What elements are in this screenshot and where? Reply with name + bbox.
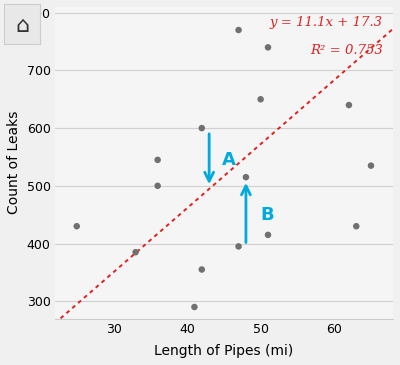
Text: R² = 0.753: R² = 0.753	[310, 44, 383, 57]
Point	[198, 125, 205, 131]
Point	[235, 27, 242, 33]
Point	[368, 163, 374, 169]
Point	[198, 266, 205, 272]
Point	[353, 223, 360, 229]
Point	[265, 45, 271, 50]
Text: A: A	[222, 151, 236, 169]
Point	[154, 157, 161, 163]
X-axis label: Length of Pipes (mi): Length of Pipes (mi)	[154, 344, 294, 358]
Point	[243, 174, 249, 180]
Point	[154, 183, 161, 189]
Text: ⌂: ⌂	[15, 16, 29, 36]
Point	[191, 304, 198, 310]
Point	[346, 102, 352, 108]
Point	[258, 96, 264, 102]
Point	[74, 223, 80, 229]
Y-axis label: Count of Leaks: Count of Leaks	[7, 111, 21, 215]
Point	[235, 243, 242, 249]
Text: y = 11.1x + 17.3: y = 11.1x + 17.3	[270, 16, 383, 29]
Point	[132, 249, 139, 255]
Point	[265, 232, 271, 238]
Text: B: B	[261, 206, 274, 224]
